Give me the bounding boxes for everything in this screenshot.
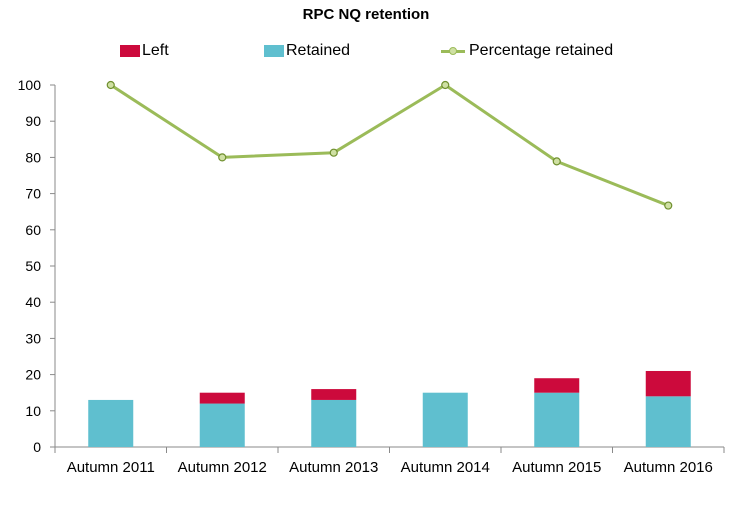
legend-label-percentage: Percentage retained — [469, 42, 614, 59]
legend-item-retained: Retained — [264, 40, 350, 62]
bar-left — [645, 370, 691, 397]
chart-title: RPC NQ retention — [302, 6, 430, 23]
x-tick-label: Autumn 2013 — [289, 459, 378, 476]
y-tick-label: 70 — [25, 186, 41, 202]
legend-label-retained: Retained — [286, 42, 351, 59]
point-percentage-retained — [664, 201, 673, 210]
y-tick-label: 80 — [25, 149, 41, 165]
legend-swatch-left — [120, 45, 140, 57]
bar-left — [311, 389, 357, 400]
y-tick-label: 40 — [25, 294, 41, 310]
legend-line-percentage — [441, 44, 465, 58]
x-tick-label: Autumn 2015 — [512, 459, 601, 476]
bar-retained — [645, 396, 691, 447]
y-tick-label: 50 — [25, 258, 41, 274]
y-tick-label: 60 — [25, 222, 41, 238]
legend-label-left: Left — [142, 42, 169, 59]
x-tick-label: Autumn 2014 — [401, 459, 490, 476]
bar-retained — [534, 392, 580, 447]
x-tick-label: Autumn 2011 — [67, 459, 155, 476]
legend-swatch-retained — [264, 45, 284, 57]
y-tick-label: 20 — [25, 367, 41, 383]
bar-retained — [88, 399, 134, 447]
point-percentage-retained — [441, 80, 450, 90]
y-tick-label: 90 — [25, 113, 41, 129]
point-percentage-retained — [106, 80, 115, 90]
point-percentage-retained — [329, 148, 338, 157]
point-percentage-retained — [218, 153, 227, 162]
y-tick-label: 0 — [33, 439, 41, 455]
y-tick-label: 30 — [25, 330, 41, 346]
y-tick-label: 100 — [18, 77, 42, 93]
legend: Left Retained Percentage retained — [0, 40, 732, 64]
bar-left — [199, 392, 245, 404]
bar-retained — [422, 392, 468, 447]
bar-retained — [311, 399, 357, 447]
legend-item-percentage: Percentage retained — [441, 40, 613, 62]
point-percentage-retained — [552, 157, 561, 166]
line-percentage-retained — [109, 83, 669, 207]
x-tick-label: Autumn 2016 — [624, 459, 713, 476]
legend-item-left: Left — [120, 40, 169, 62]
bar-left — [534, 378, 580, 393]
x-tick-label: Autumn 2012 — [178, 459, 267, 476]
bar-retained — [199, 403, 245, 447]
y-tick-label: 10 — [25, 403, 41, 419]
